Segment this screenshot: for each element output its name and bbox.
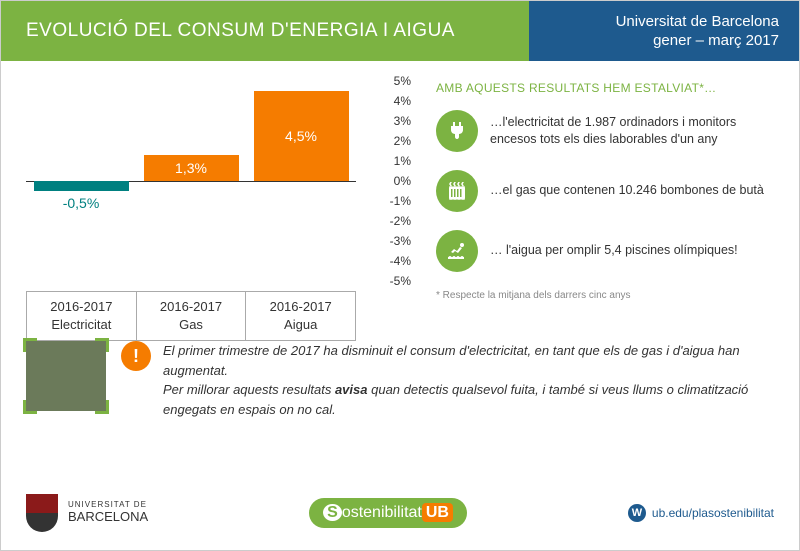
callout: ! El primer trimestre de 2017 ha disminu… [26,341,774,419]
savings-footnote: * Respecte la mitjana dels darrers cinc … [436,290,774,301]
y-tick: 5% [371,75,411,87]
y-tick: 3% [371,115,411,127]
ub-big: BARCELONA [68,510,148,524]
y-axis: 5%4%3%2%1%0%-1%-2%-3%-4%-5% [371,81,411,281]
radiator-icon [436,170,478,212]
y-tick: 4% [371,95,411,107]
ub-shield-icon [26,494,58,532]
x-category: 2016-2017Gas [137,291,247,341]
y-tick: -1% [371,195,411,207]
bar-label: 1,3% [144,160,239,176]
savings-text: …l'electricitat de 1.987 ordinadors i mo… [490,114,774,149]
main-content: -0,5% 1,3% 4,5% 5% 4% 3% 2% 1% 0% -1% -2% -3% -4% -5… [1,61,799,311]
ub-logo-text: UNIVERSITAT DE BARCELONA [68,501,148,524]
bar-aigua: 4,5% [254,81,349,281]
y-tick: 0% [371,175,411,187]
savings-item: …l'electricitat de 1.987 ordinadors i mo… [436,110,774,152]
bar-gas: 1,3% [144,81,239,281]
y-tick: -5% [371,275,411,287]
header-meta: Universitat de Barcelona gener – març 20… [529,1,799,61]
y-tick: 2% [371,135,411,147]
y-tick: -3% [371,235,411,247]
footer: UNIVERSITAT DE BARCELONA SostenibilitatU… [26,494,774,532]
savings-item: …el gas que contenen 10.246 bombones de … [436,170,774,212]
y-tick: -4% [371,255,411,267]
savings-text: … l'aigua per omplir 5,4 piscines olímpi… [490,242,738,260]
bar-label: 4,5% [254,128,349,144]
link-text: ub.edu/plasostenibilitat [652,506,774,520]
sostenibilitat-badge: SostenibilitatUB [309,498,467,528]
org-name: Universitat de Barcelona [616,12,779,32]
page-title: EVOLUCIÓ DEL CONSUM D'ENERGIA I AIGUA [1,1,529,61]
aerial-photo [26,341,106,411]
sost-mid: ostenibilitat [342,504,422,521]
callout-line1: El primer trimestre de 2017 ha disminuit… [163,343,740,378]
bar-electricitat: -0,5% [34,81,129,281]
sost-ub: UB [422,503,453,522]
y-tick: 1% [371,155,411,167]
period: gener – març 2017 [653,31,779,51]
ub-logo: UNIVERSITAT DE BARCELONA [26,494,148,532]
savings-item: … l'aigua per omplir 5,4 piscines olímpi… [436,230,774,272]
savings-text: …el gas que contenen 10.246 bombones de … [490,182,764,200]
header: EVOLUCIÓ DEL CONSUM D'ENERGIA I AIGUA Un… [1,1,799,61]
callout-line2-pre: Per millorar aquests resultats [163,382,335,397]
callout-text: El primer trimestre de 2017 ha disminuit… [163,341,774,419]
callout-bold: avisa [335,382,368,397]
x-category: 2016-2017Electricitat [26,291,137,341]
sost-s: S [323,504,342,521]
chart-plot: -0,5% 1,3% 4,5% [26,81,356,281]
x-category: 2016-2017Aigua [246,291,356,341]
bar-label: -0,5% [34,195,129,211]
y-tick: -2% [371,215,411,227]
web-icon: W [628,504,646,522]
x-axis-labels: 2016-2017Electricitat2016-2017Gas2016-20… [26,291,356,341]
chart-area: -0,5%1,3%4,5% 5%4%3%2%1%0%-1%-2%-3%-4%-5… [26,81,411,311]
plug-icon [436,110,478,152]
swimmer-icon [436,230,478,272]
web-link[interactable]: W ub.edu/plasostenibilitat [628,504,774,522]
savings-title: AMB AQUESTS RESULTATS HEM ESTALVIAT*… [436,81,774,95]
alert-icon: ! [121,341,151,371]
savings-panel: AMB AQUESTS RESULTATS HEM ESTALVIAT*… …l… [411,81,774,311]
bar-chart: -0,5%1,3%4,5% 5%4%3%2%1%0%-1%-2%-3%-4%-5… [26,81,411,311]
